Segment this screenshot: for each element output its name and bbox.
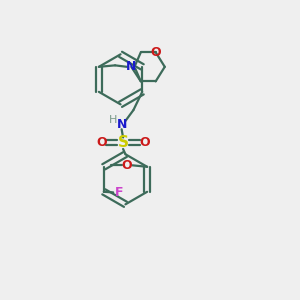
Text: N: N	[126, 60, 136, 73]
Text: O: O	[150, 46, 161, 59]
Text: O: O	[140, 136, 150, 149]
Text: F: F	[115, 186, 124, 199]
Text: N: N	[116, 118, 127, 131]
Text: O: O	[121, 159, 132, 172]
Text: H: H	[109, 115, 118, 125]
Text: S: S	[118, 135, 129, 150]
Text: O: O	[96, 136, 106, 149]
